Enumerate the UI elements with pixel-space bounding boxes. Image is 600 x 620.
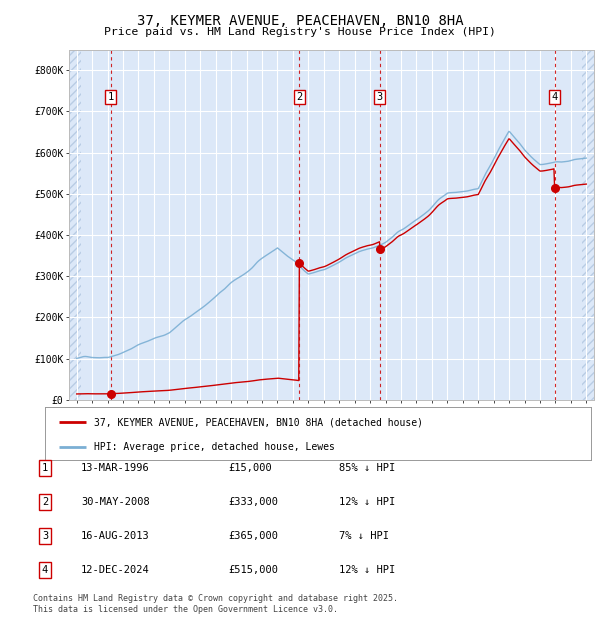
Text: 12-DEC-2024: 12-DEC-2024: [81, 565, 150, 575]
Text: 4: 4: [42, 565, 48, 575]
Text: 3: 3: [377, 92, 383, 102]
Text: £365,000: £365,000: [228, 531, 278, 541]
Text: 37, KEYMER AVENUE, PEACEHAVEN, BN10 8HA (detached house): 37, KEYMER AVENUE, PEACEHAVEN, BN10 8HA …: [94, 417, 423, 427]
Text: 2: 2: [42, 497, 48, 507]
Text: 1: 1: [107, 92, 114, 102]
Text: HPI: Average price, detached house, Lewes: HPI: Average price, detached house, Lewe…: [94, 442, 335, 452]
Text: 85% ↓ HPI: 85% ↓ HPI: [339, 463, 395, 473]
Text: £15,000: £15,000: [228, 463, 272, 473]
Text: 13-MAR-1996: 13-MAR-1996: [81, 463, 150, 473]
Text: 12% ↓ HPI: 12% ↓ HPI: [339, 565, 395, 575]
Text: 2: 2: [296, 92, 302, 102]
Text: 4: 4: [551, 92, 558, 102]
Text: 30-MAY-2008: 30-MAY-2008: [81, 497, 150, 507]
Text: 12% ↓ HPI: 12% ↓ HPI: [339, 497, 395, 507]
Text: Contains HM Land Registry data © Crown copyright and database right 2025.: Contains HM Land Registry data © Crown c…: [33, 593, 398, 603]
Text: 3: 3: [42, 531, 48, 541]
Text: 37, KEYMER AVENUE, PEACEHAVEN, BN10 8HA: 37, KEYMER AVENUE, PEACEHAVEN, BN10 8HA: [137, 14, 463, 28]
Text: £515,000: £515,000: [228, 565, 278, 575]
Text: This data is licensed under the Open Government Licence v3.0.: This data is licensed under the Open Gov…: [33, 604, 338, 614]
Text: £333,000: £333,000: [228, 497, 278, 507]
Text: 16-AUG-2013: 16-AUG-2013: [81, 531, 150, 541]
Text: 7% ↓ HPI: 7% ↓ HPI: [339, 531, 389, 541]
Text: Price paid vs. HM Land Registry's House Price Index (HPI): Price paid vs. HM Land Registry's House …: [104, 27, 496, 37]
Text: 1: 1: [42, 463, 48, 473]
